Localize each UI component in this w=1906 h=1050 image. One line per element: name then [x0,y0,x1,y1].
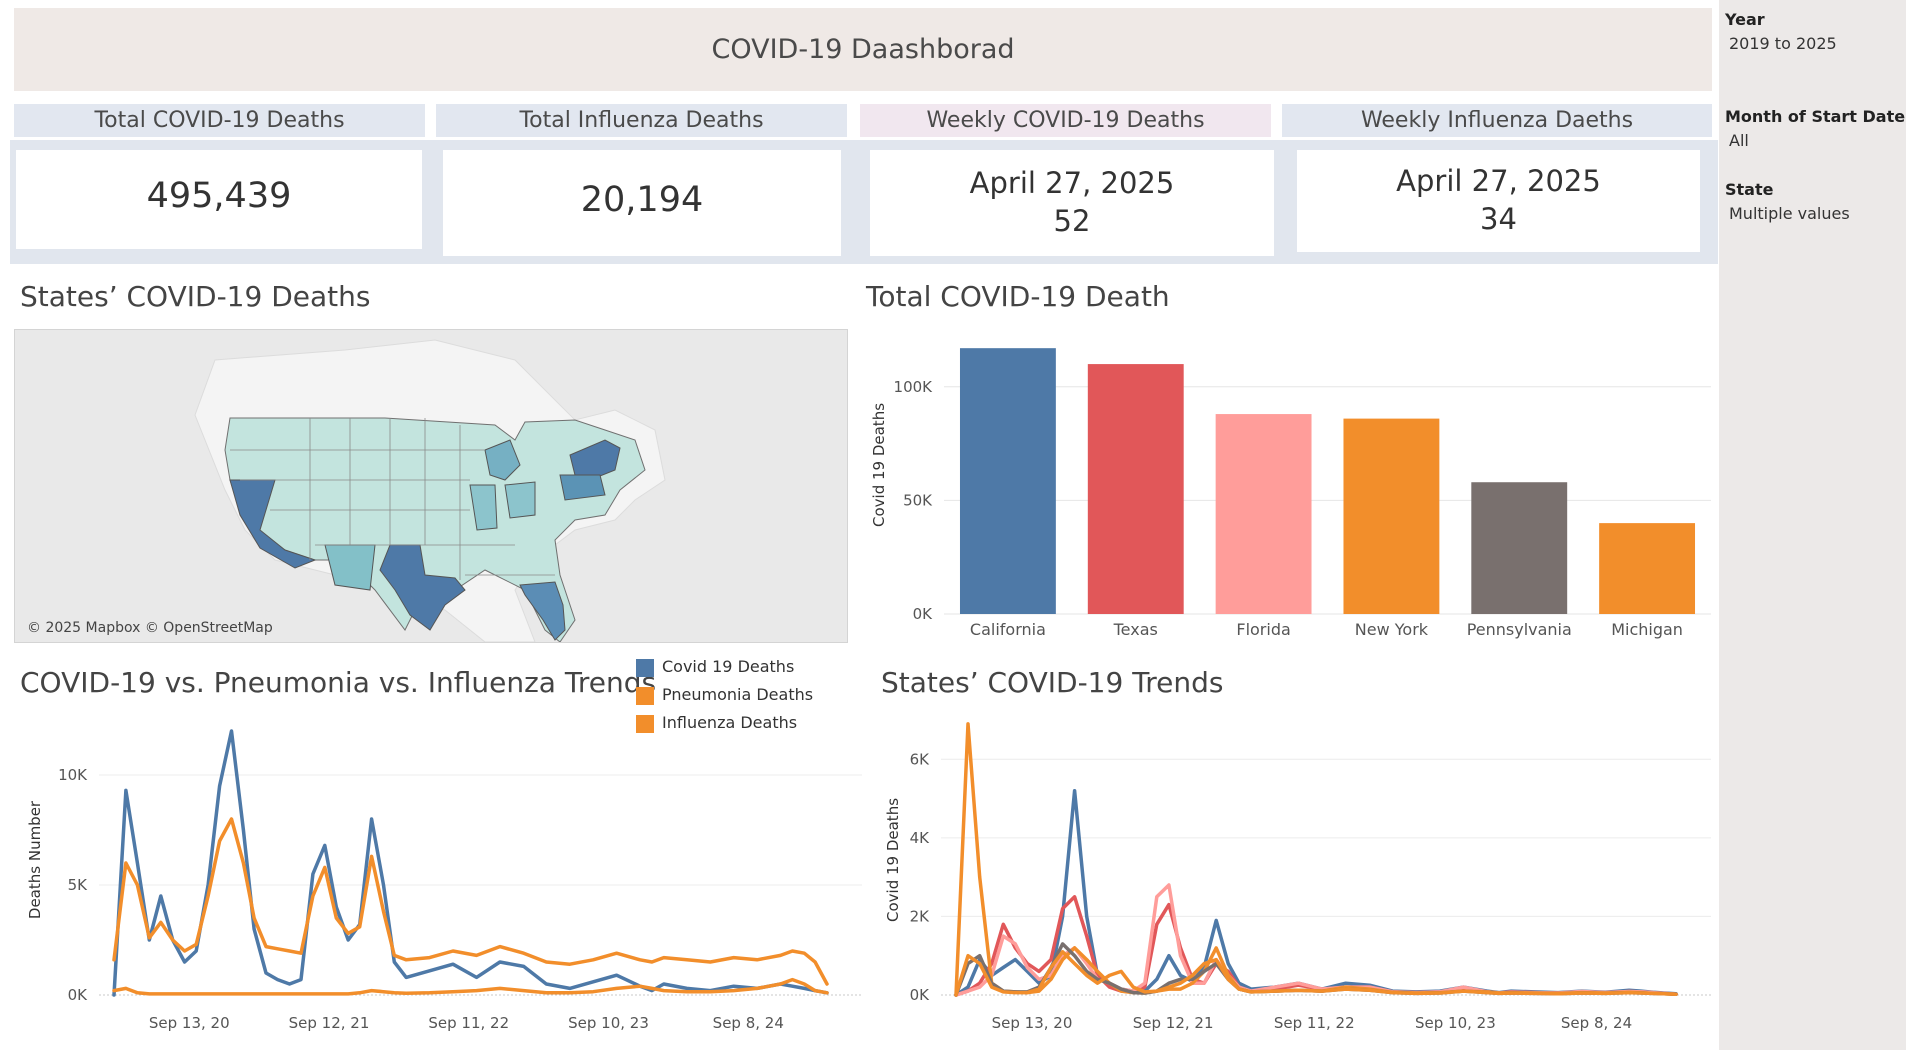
bar-y-tick-label: 100K [894,378,934,396]
trends-lines [112,729,829,997]
bar-florida [1215,414,1312,614]
legend-swatch-covid [636,658,654,677]
state-trends-ticks: 0K 2K 4K 6K Sep 13, 20 Sep 12, 21 Sep 11, 22 Se… [910,750,1633,1032]
kpi-header-total-covid: Total COVID-19 Deaths [14,104,425,137]
kpi-card-weekly-influenza: April 27, 2025 34 [1297,150,1700,252]
y-tick-label: 5K [68,876,89,894]
trends-y-axis-label: Deaths Number [26,800,44,919]
us-map[interactable]: © 2025 Mapbox © OpenStreetMap [14,329,848,643]
filter-label-state: State [1725,180,1774,199]
state-texas[interactable] [379,544,466,631]
x-tick-label: Sep 8, 24 [1561,1014,1632,1032]
bar-texas [1087,364,1184,614]
x-tick-label: Sep 10, 23 [568,1014,649,1032]
kpi-card-total-influenza: 20,194 [443,150,841,256]
kpi-card-weekly-covid: April 27, 2025 52 [870,150,1274,256]
trends-section-title: COVID-19 vs. Pneumonia vs. Influenza Tre… [20,666,657,699]
bar-new-york [1343,418,1440,614]
y-tick-label: 0K [910,986,931,1004]
kpi-value-total-influenza: 20,194 [580,180,704,220]
y-tick-label: 6K [910,750,931,768]
bar-x-tick-label: Florida [1236,620,1290,639]
legend-swatch-pneumonia [636,686,654,705]
kpi-date-weekly-influenza: April 27, 2025 [1396,164,1601,198]
bar-chart-bars [959,348,1696,614]
kpi-value-weekly-covid: 52 [1053,204,1091,238]
x-tick-label: Sep 13, 20 [149,1014,230,1032]
kpi-card-total-covid: 495,439 [16,150,422,249]
state-pennsylvania[interactable] [559,474,606,501]
bar-california [959,348,1056,614]
state-california[interactable] [229,479,317,569]
y-tick-label: 0K [68,986,89,1004]
map-canvas [15,330,847,642]
state-illinois[interactable] [469,484,498,531]
state-trends-line-chart: Covid 19 Deaths 0K 2K 4K 6K Sep 13, 20 Sep 12… [884,722,1711,1032]
legend-item-pneumonia[interactable]: Pneumonia Deaths [636,685,813,705]
map-credit: © 2025 Mapbox © OpenStreetMap [27,620,273,636]
dashboard-title: COVID-19 Daashborad [711,34,1015,65]
bar-chart-y-axis-label: Covid 19 Deaths [870,403,888,527]
kpi-header-weekly-influenza: Weekly Influenza Daeths [1282,104,1712,137]
x-tick-label: Sep 11, 22 [1274,1014,1355,1032]
kpi-date-weekly-covid: April 27, 2025 [969,166,1175,200]
trends-line-chart: Deaths Number 0K 5K 10K Sep 13, 20 Sep 12, 2… [26,729,862,1032]
bar-pennsylvania [1471,482,1568,614]
state-ohio[interactable] [504,481,536,519]
x-tick-label: Sep 12, 21 [289,1014,370,1032]
series-line [112,977,829,996]
series-line [954,950,1678,997]
legend-label-pneumonia: Pneumonia Deaths [662,685,814,704]
bar-x-tick-label: New York [1355,620,1429,639]
kpi-value-weekly-influenza: 34 [1480,202,1517,236]
y-tick-label: 4K [910,829,931,847]
x-tick-label: Sep 12, 21 [1133,1014,1214,1032]
legend-label-influenza: Influenza Deaths [662,713,798,732]
state-trends-section-title: States’ COVID-19 Trends [881,666,1224,699]
filters-sidebar: Year 2019 to 2025 Month of Start Date Al… [1719,0,1906,1050]
filter-label-year: Year [1725,10,1765,29]
trends-ticks: 0K 5K 10K Sep 13, 20 Sep 12, 21 Sep 11, 22 Sep… [58,766,784,1032]
x-tick-label: Sep 11, 22 [428,1014,509,1032]
bar-section-title: Total COVID-19 Death [866,280,1170,313]
bar-x-tick-label: California [970,620,1046,639]
bar-x-tick-label: Pennsylvania [1467,620,1572,639]
kpi-header-weekly-covid: Weekly COVID-19 Deaths [860,104,1271,137]
x-tick-label: Sep 10, 23 [1415,1014,1496,1032]
state-trends-lines [954,722,1678,997]
kpi-value-total-covid: 495,439 [146,176,292,216]
legend-item-influenza[interactable]: Influenza Deaths [636,713,797,733]
filter-value-state[interactable]: Multiple values [1729,204,1850,223]
bar-chart-grid [944,386,1711,615]
bar-y-tick-label: 50K [903,491,933,509]
legend-item-covid[interactable]: Covid 19 Deaths [636,657,794,677]
filter-value-year[interactable]: 2019 to 2025 [1729,34,1837,53]
state-michigan[interactable] [484,439,521,481]
y-tick-label: 10K [58,766,88,784]
bar-x-tick-label: Michigan [1611,620,1683,639]
y-tick-label: 2K [910,907,931,925]
bar-michigan [1599,523,1696,614]
bar-x-tick-label: Texas [1113,620,1158,639]
bar-chart: Covid 19 Deaths 0K 50K 100K California Texas… [870,348,1711,639]
x-tick-label: Sep 8, 24 [713,1014,784,1032]
series-line [112,817,829,986]
state-trends-y-axis-label: Covid 19 Deaths [884,798,902,922]
filter-value-month[interactable]: All [1729,131,1749,150]
dashboard-title-bar: COVID-19 Daashborad [14,8,1712,91]
bar-y-tick-label: 0K [913,605,934,623]
map-section-title: States’ COVID-19 Deaths [20,280,371,313]
trends-grid [99,774,862,996]
state-florida[interactable] [519,581,566,641]
x-tick-label: Sep 13, 20 [992,1014,1073,1032]
filter-label-month: Month of Start Date [1725,107,1906,126]
series-line [954,788,1678,997]
legend-label-covid: Covid 19 Deaths [662,657,795,676]
bar-chart-ticks: 0K 50K 100K California Texas Florida New York P… [894,378,1683,639]
kpi-header-total-influenza: Total Influenza Deaths [436,104,847,137]
legend-swatch-influenza [636,714,654,733]
